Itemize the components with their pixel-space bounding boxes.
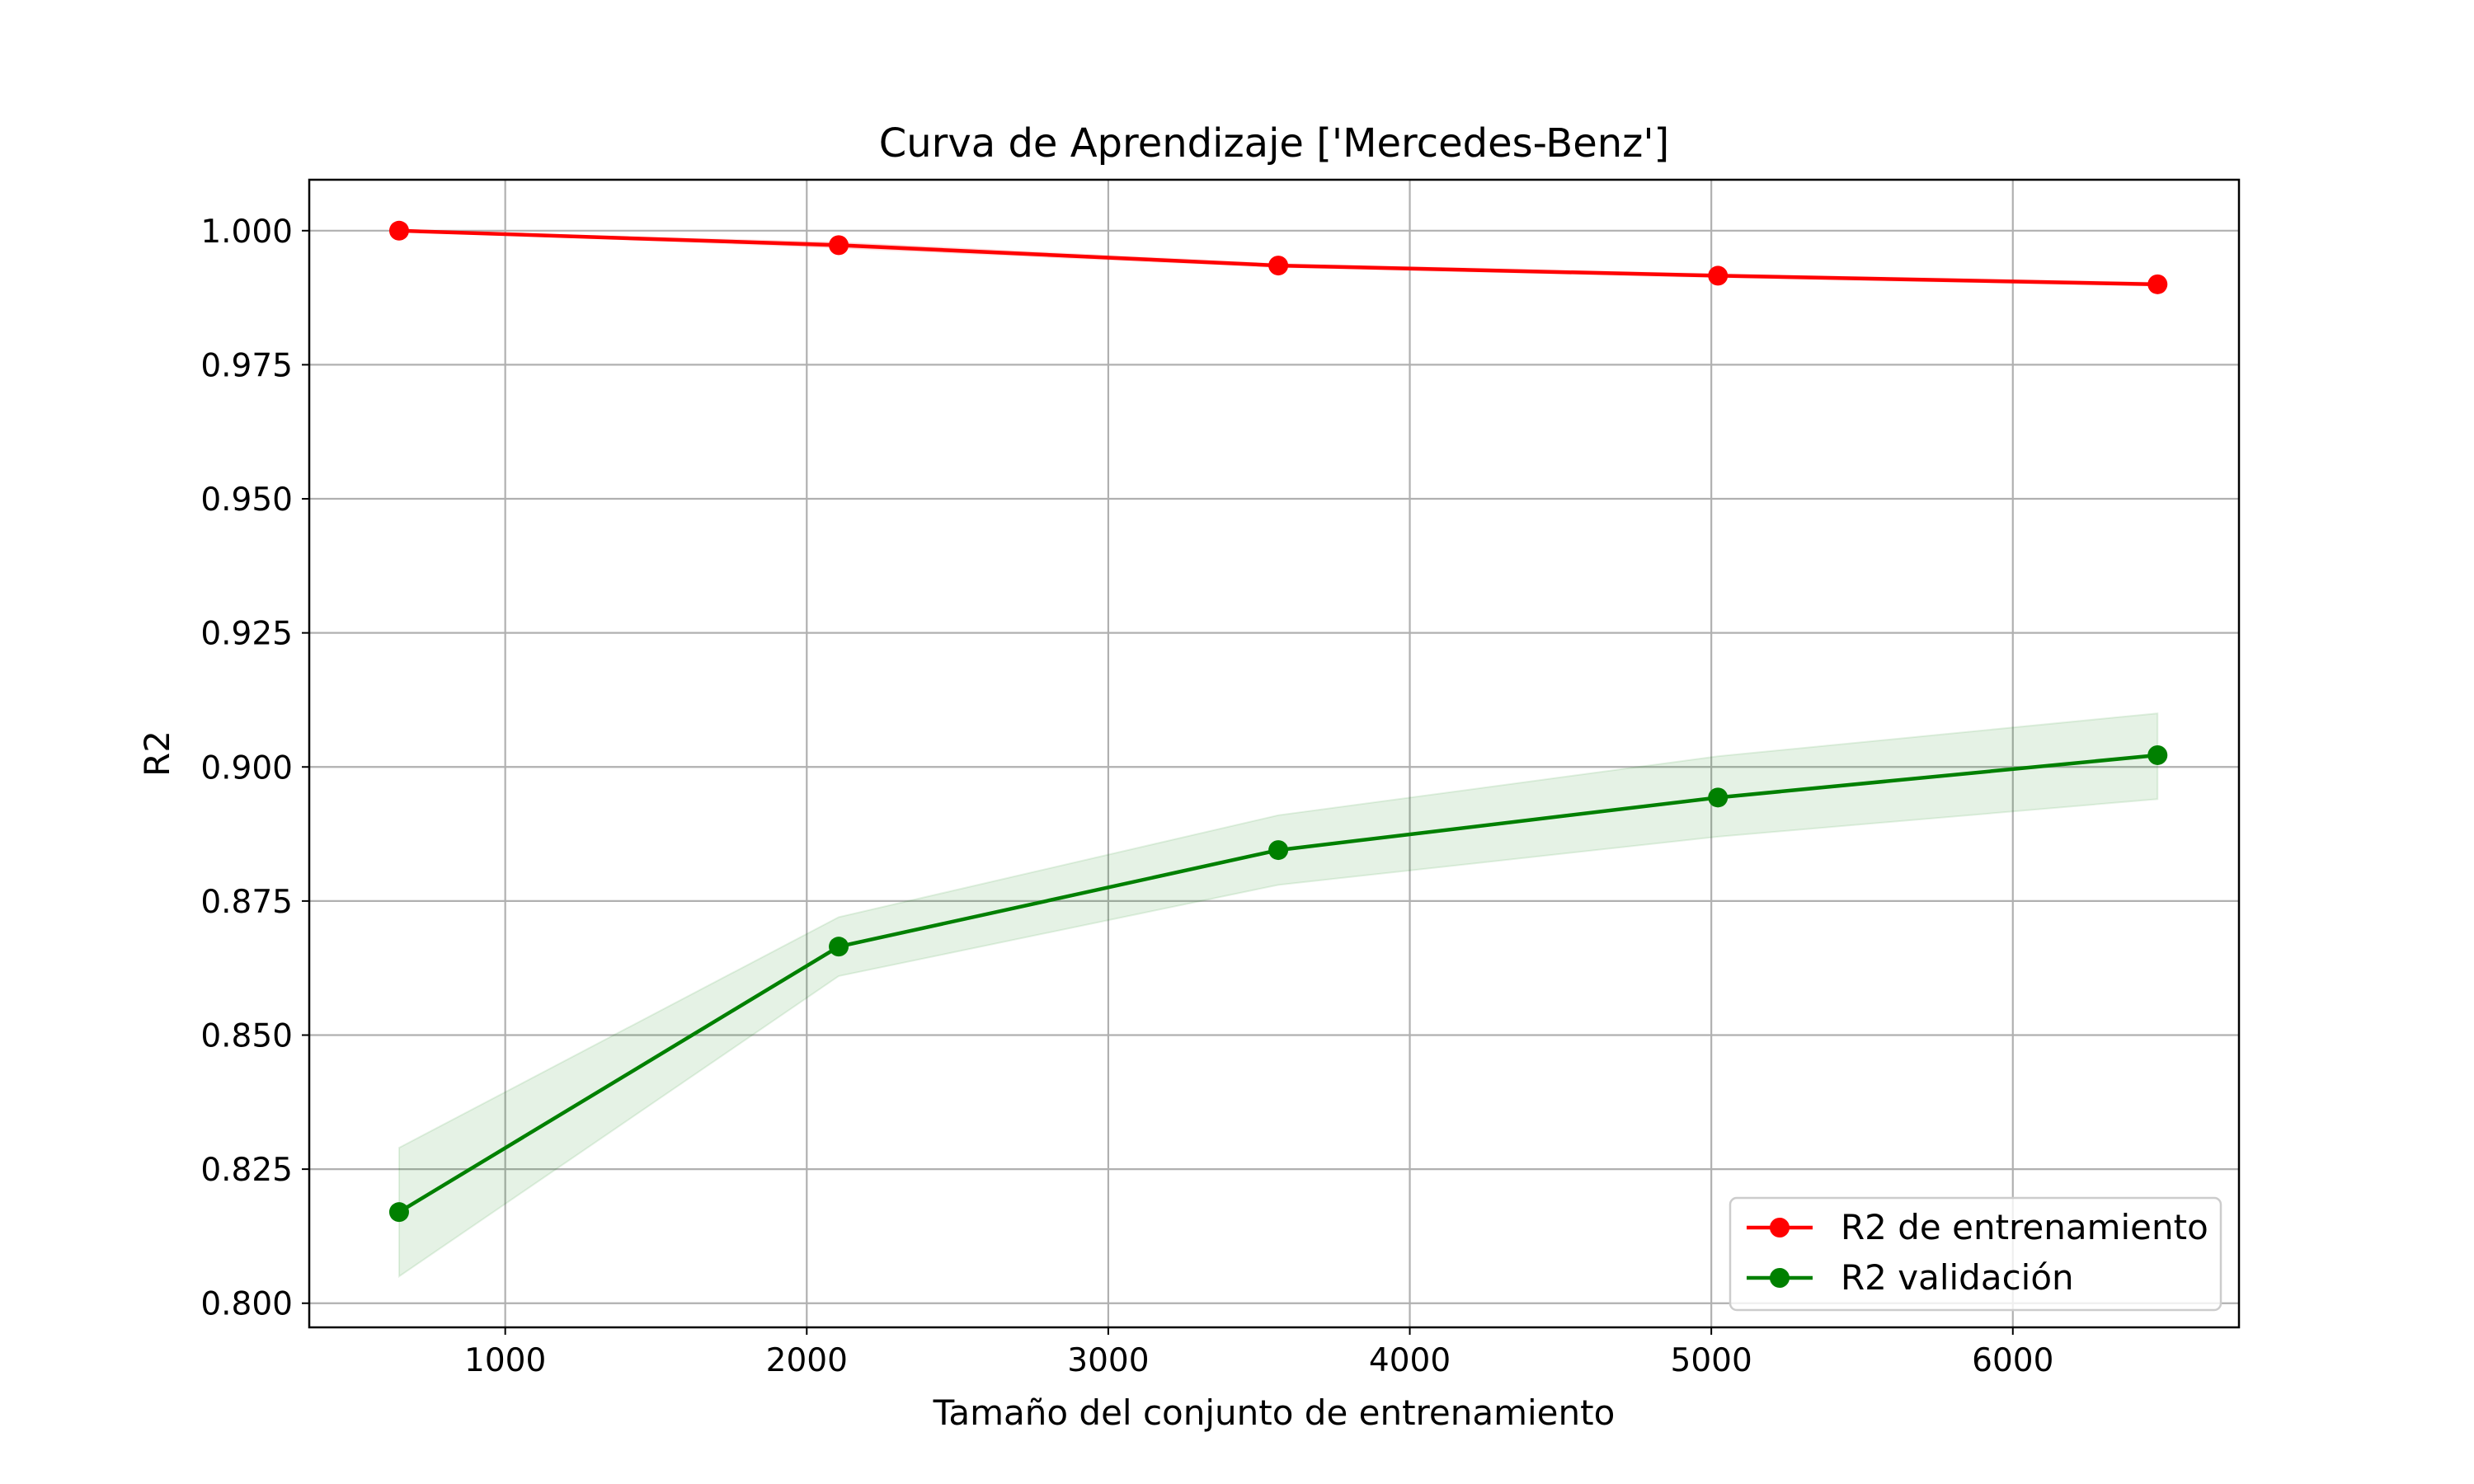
x-tick-label: 2000	[766, 1342, 848, 1379]
x-tick-label: 3000	[1067, 1342, 1149, 1379]
data-point-training	[388, 220, 409, 241]
data-point-validation	[2147, 744, 2168, 765]
x-tick-label: 5000	[1671, 1342, 1752, 1379]
series-lines	[388, 220, 2168, 1223]
legend: R2 de entrenamiento R2 validación	[1729, 1196, 2222, 1312]
data-point-validation	[1268, 840, 1289, 861]
legend-label-training: R2 de entrenamiento	[1841, 1207, 2208, 1247]
y-tick-label: 0.850	[200, 1017, 293, 1054]
y-tick-label: 0.925	[200, 616, 293, 653]
x-tick-label: 4000	[1369, 1342, 1451, 1379]
axis-ticks: 1000 2000 3000 4000 5000 6000 0.800 0.825 0.850 0…	[200, 214, 2053, 1379]
data-point-validation	[1708, 787, 1729, 808]
x-tick-label: 6000	[1972, 1342, 2053, 1379]
legend-frame	[1729, 1196, 2222, 1312]
legend-marker-training	[1770, 1218, 1790, 1237]
data-point-validation	[388, 1202, 409, 1223]
y-tick-label: 0.875	[200, 884, 293, 921]
y-tick-label: 0.975	[200, 347, 293, 384]
data-point-training	[2147, 274, 2168, 294]
x-tick-label: 1000	[464, 1342, 546, 1379]
chart-title: Curva de Aprendizaje ['Mercedes-Benz']	[879, 120, 1670, 167]
grid-lines	[309, 180, 2239, 1327]
data-point-training	[1708, 265, 1729, 286]
legend-label-validation: R2 validación	[1841, 1257, 2074, 1298]
y-tick-label: 0.825	[200, 1152, 293, 1189]
y-axis-title: R2	[137, 730, 177, 777]
y-tick-label: 0.800	[200, 1286, 293, 1323]
confidence-band-validation	[397, 712, 2159, 1279]
data-point-training	[1268, 256, 1289, 276]
data-point-training	[829, 235, 849, 256]
x-axis-title: Tamaño del conjunto de entrenamiento	[933, 1392, 1616, 1433]
data-point-validation	[829, 937, 849, 957]
y-tick-label: 1.000	[200, 214, 293, 251]
y-tick-label: 0.900	[200, 749, 293, 787]
plot-area-frame	[308, 178, 2241, 1329]
y-tick-label: 0.950	[200, 481, 293, 519]
legend-marker-validation	[1770, 1268, 1790, 1288]
